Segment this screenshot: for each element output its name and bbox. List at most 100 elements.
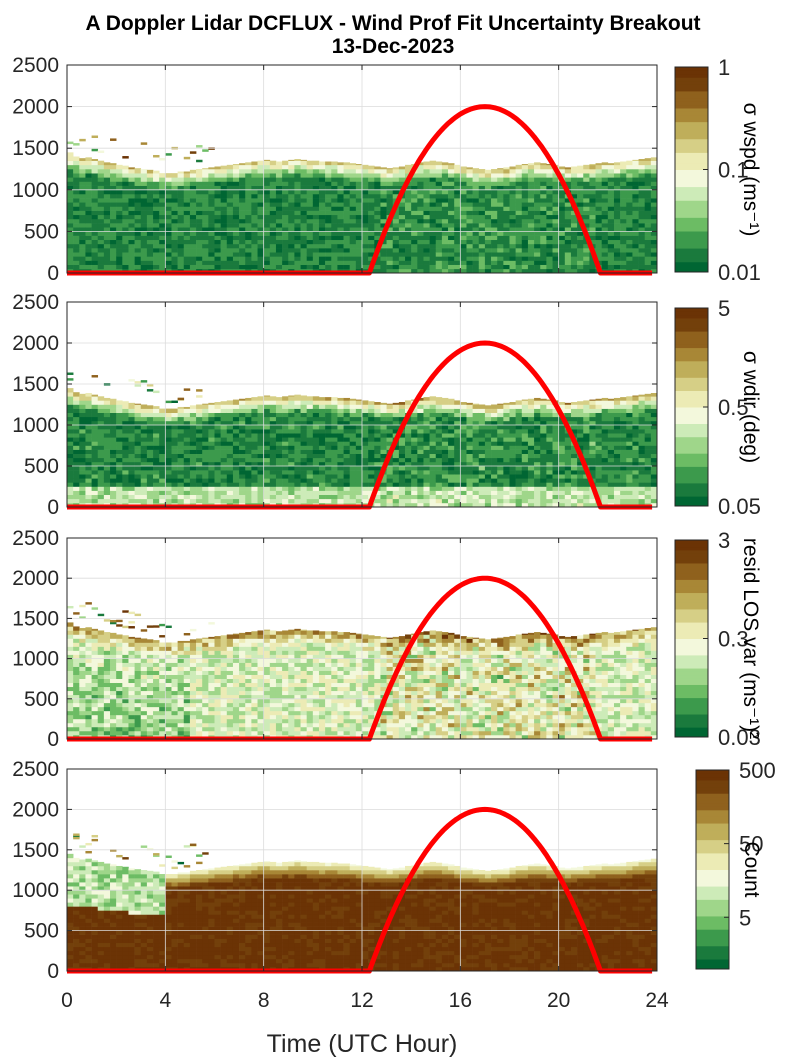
heatmap-cell: [288, 235, 295, 241]
heatmap-cell: [288, 159, 295, 161]
heatmap-cell: [484, 214, 492, 220]
heatmap-cell: [509, 177, 516, 182]
heatmap-cell: [214, 218, 221, 224]
heatmap-cell: [552, 482, 559, 487]
heatmap-cell: [429, 498, 437, 504]
heatmap-cell: [540, 214, 547, 220]
heatmap-cell: [226, 177, 234, 182]
heatmap-cell: [325, 397, 332, 401]
heatmap-cell: [189, 494, 197, 500]
heatmap-cell: [196, 235, 203, 241]
heatmap-cell: [275, 256, 283, 261]
heatmap-cell: [417, 173, 424, 178]
heatmap-cell: [91, 412, 99, 418]
heatmap-cell: [644, 235, 652, 241]
heatmap-cell: [515, 400, 523, 405]
heatmap-cell: [122, 206, 129, 211]
heatmap-cell: [570, 169, 578, 174]
heatmap-cell: [398, 433, 406, 438]
heatmap-cell: [343, 214, 351, 220]
heatmap-cell: [583, 189, 590, 195]
heatmap-cell: [503, 461, 510, 467]
heatmap-cell: [300, 181, 307, 186]
heatmap-cell: [423, 408, 430, 413]
heatmap-cell: [620, 256, 627, 261]
heatmap-cell: [448, 425, 455, 430]
heatmap-cell: [189, 260, 197, 265]
heatmap-cell: [601, 243, 609, 249]
heatmap-cell: [306, 169, 314, 174]
heatmap-cell: [564, 223, 572, 228]
heatmap-cell: [318, 206, 326, 211]
heatmap-cell: [564, 256, 572, 261]
heatmap-cell: [478, 498, 486, 504]
heatmap-cell: [558, 248, 566, 253]
heatmap-cell: [128, 252, 135, 257]
heatmap-cell: [429, 173, 437, 178]
heatmap-cell: [79, 498, 86, 504]
heatmap-cell: [79, 243, 86, 249]
heatmap-cell: [497, 231, 504, 236]
heatmap-cell: [650, 248, 658, 253]
heatmap-cell: [103, 193, 111, 199]
heatmap-cell: [417, 397, 424, 401]
heatmap-cell: [509, 206, 516, 211]
heatmap-cell: [491, 177, 498, 182]
heatmap-cell: [91, 420, 99, 426]
heatmap-cell: [245, 453, 252, 459]
heatmap-cell: [208, 218, 215, 224]
heatmap-cell: [306, 235, 314, 241]
heatmap-cell: [67, 457, 74, 463]
heatmap-cell: [515, 420, 523, 426]
heatmap-cell: [208, 210, 215, 216]
heatmap-cell: [73, 169, 80, 174]
heatmap-cell: [288, 239, 295, 245]
heatmap-cell: [128, 441, 135, 446]
heatmap-cell: [362, 218, 369, 224]
heatmap-cell: [460, 223, 467, 228]
heatmap-cell: [116, 498, 123, 504]
heatmap-cell: [251, 252, 258, 257]
heatmap-cell: [269, 227, 277, 232]
heatmap-cell: [153, 437, 160, 442]
heatmap-cell: [318, 445, 326, 450]
heatmap-cell: [497, 223, 504, 228]
heatmap-cell: [251, 408, 258, 413]
heatmap-cell: [583, 490, 590, 495]
heatmap-cell: [257, 248, 264, 253]
heatmap-cell: [540, 231, 547, 236]
heatmap-cell: [128, 470, 135, 475]
heatmap-cell: [398, 402, 406, 405]
heatmap-cell: [202, 437, 209, 442]
heatmap-cell: [644, 239, 652, 245]
heatmap-cell: [552, 264, 559, 270]
heatmap-cell: [558, 260, 566, 265]
heatmap-cell: [552, 252, 559, 257]
heatmap-cell: [626, 243, 633, 249]
heatmap-cell: [318, 457, 326, 463]
heatmap-cell: [368, 223, 375, 228]
heatmap-cell: [435, 502, 443, 508]
heatmap-cell: [300, 420, 307, 426]
heatmap-cell: [263, 248, 271, 253]
heatmap-cell: [337, 397, 344, 401]
heatmap-cell: [331, 437, 338, 442]
heatmap-cell: [165, 189, 172, 195]
heatmap-cell: [331, 486, 338, 491]
heatmap-cell: [73, 218, 80, 224]
heatmap-cell: [177, 425, 185, 430]
heatmap-cell: [521, 466, 529, 471]
heatmap-cell: [448, 482, 455, 487]
heatmap-cell: [546, 181, 553, 186]
heatmap-cell: [103, 223, 111, 228]
heatmap-cell: [153, 494, 160, 500]
heatmap-cell: [263, 193, 271, 199]
heatmap-cell: [232, 494, 240, 500]
heatmap-cell: [214, 429, 221, 434]
heatmap-cell: [171, 198, 178, 203]
heatmap-cell: [620, 189, 627, 195]
heatmap-cell: [294, 248, 301, 253]
heatmap-cell: [509, 235, 516, 241]
heatmap-cell: [454, 268, 461, 274]
heatmap-cell: [134, 193, 142, 199]
